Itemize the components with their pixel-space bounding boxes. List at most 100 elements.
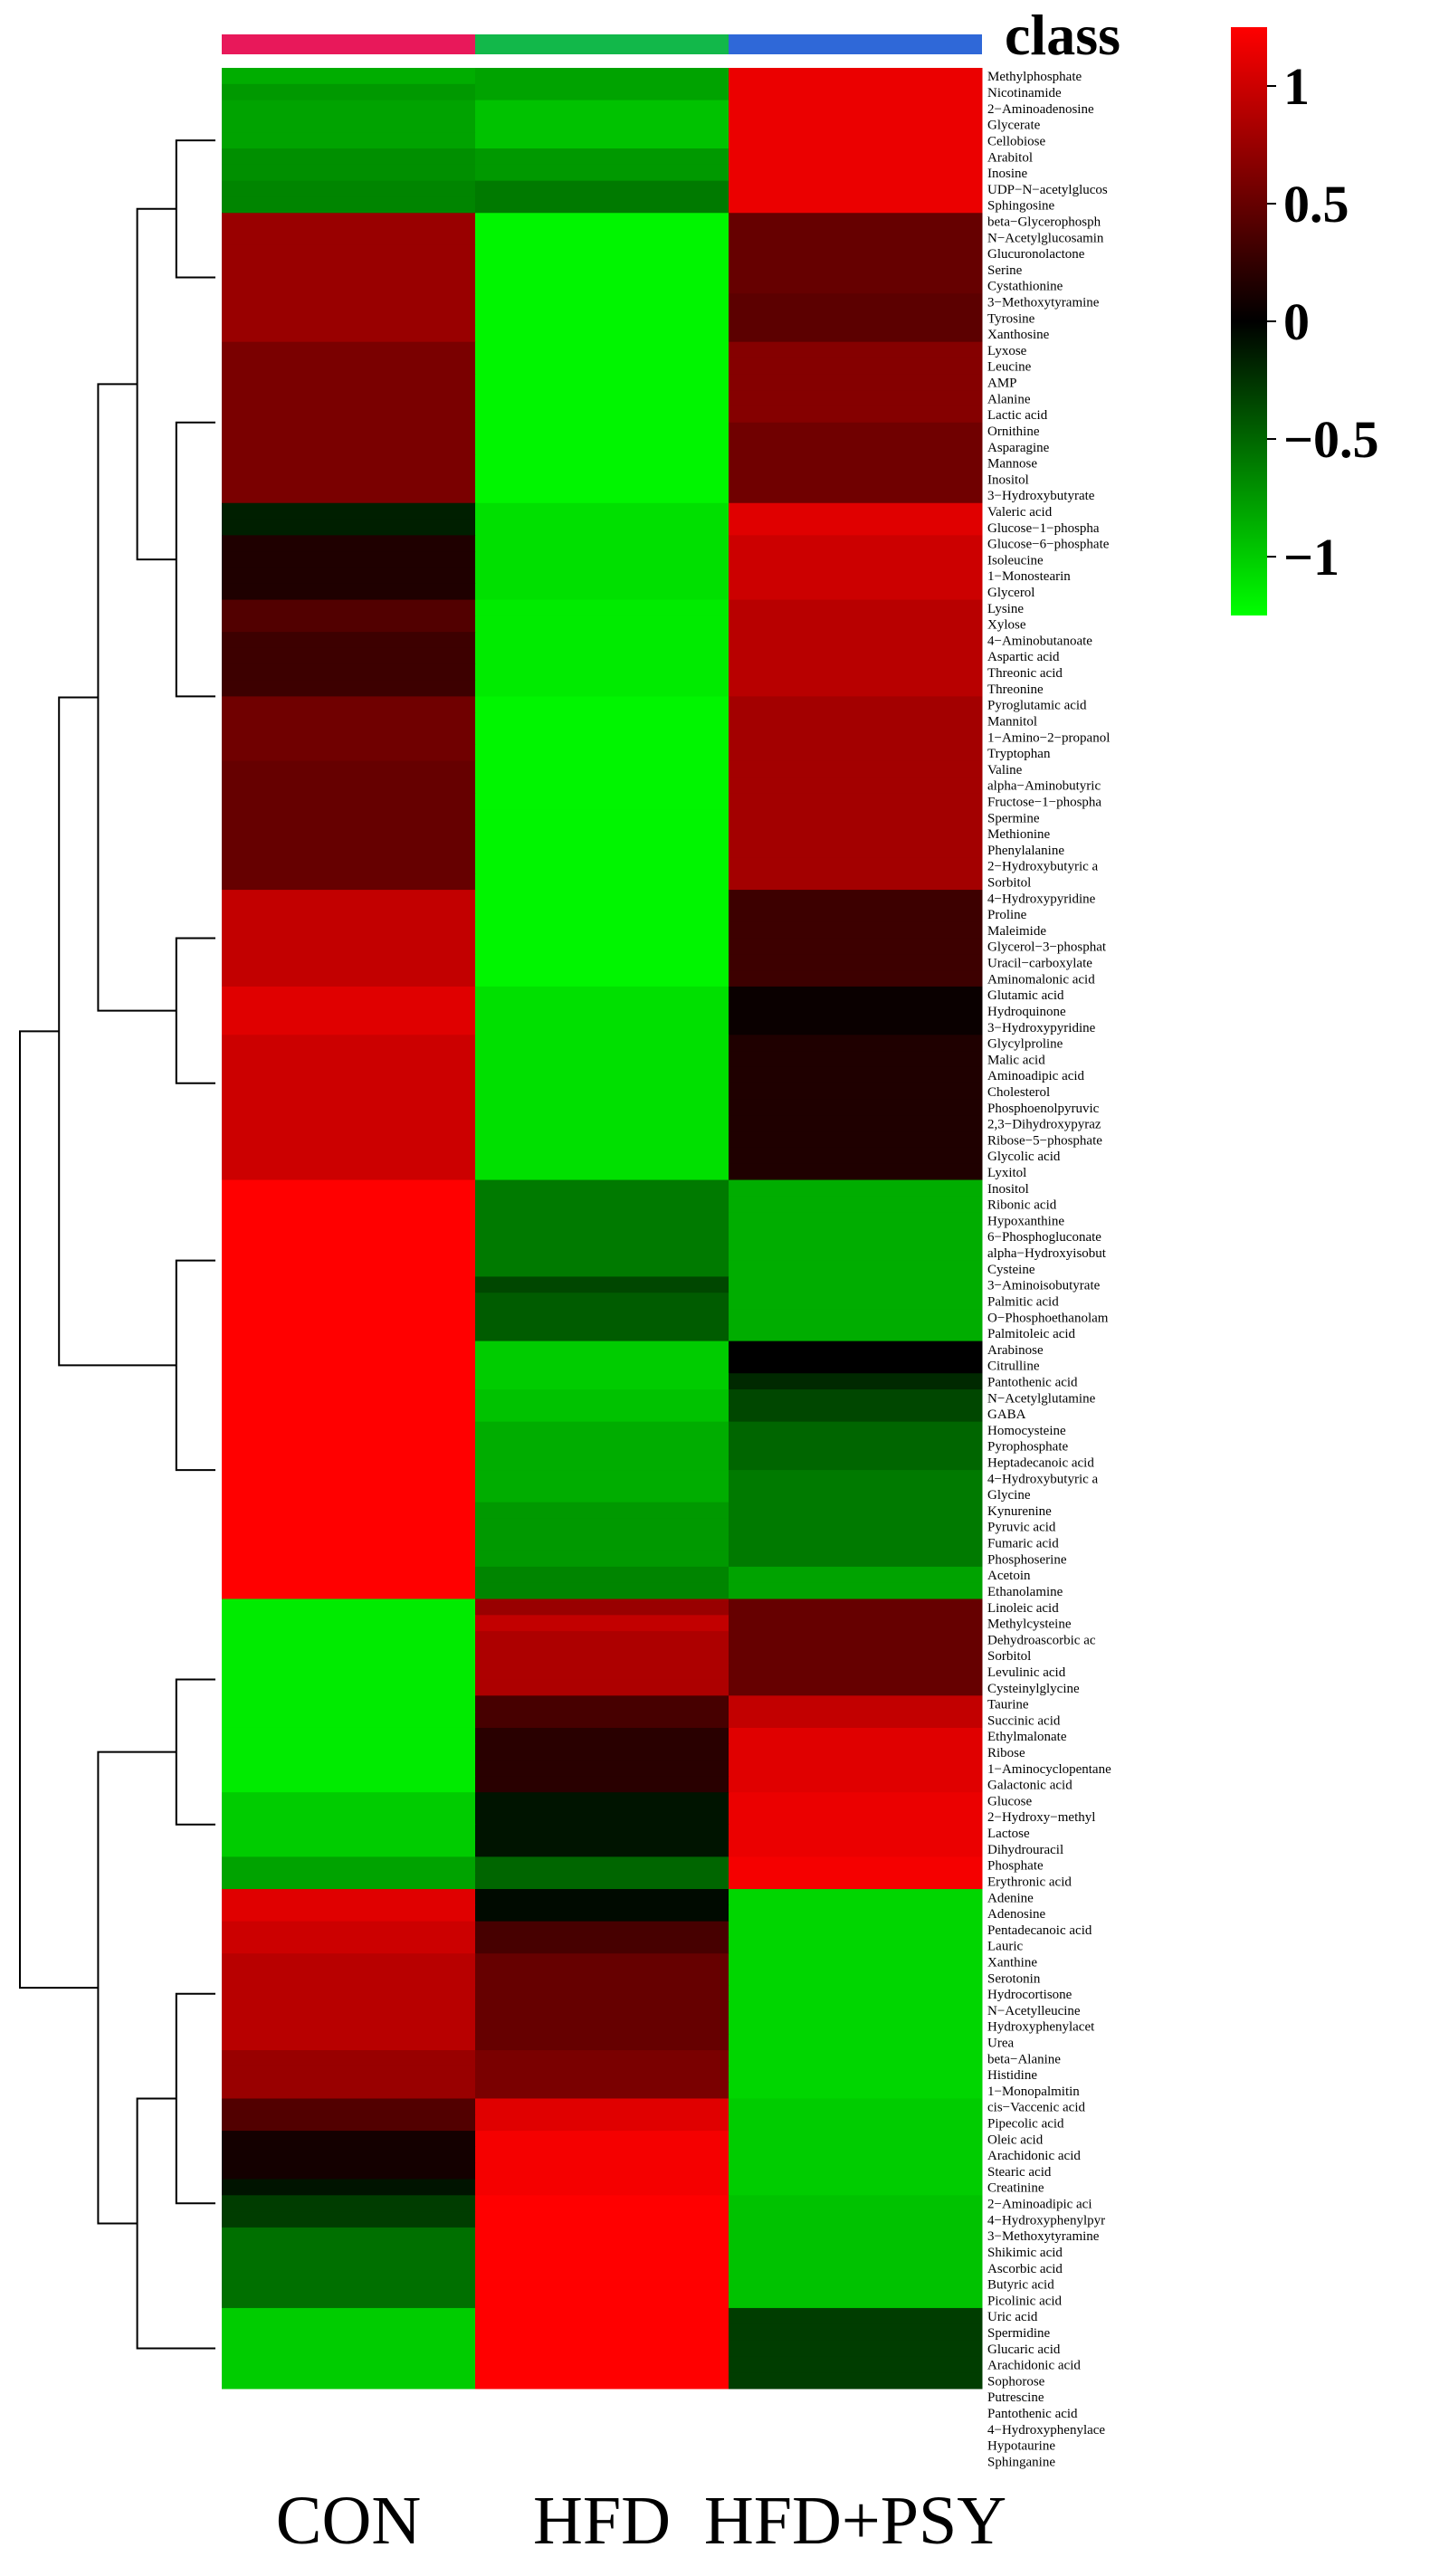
heatmap-cell [729, 1760, 983, 1777]
row-label: Nicotinamide [987, 86, 1062, 100]
row-label: alpha−Aminobutyric [987, 779, 1101, 794]
row-label: Dehydroascorbic ac [987, 1633, 1096, 1647]
heatmap-cell [222, 116, 476, 133]
heatmap-cell [222, 2356, 476, 2373]
heatmap-cell [729, 857, 983, 874]
dendrogram-branch [175, 1259, 215, 1472]
heatmap-cell [475, 1792, 729, 1809]
heatmap-cell [222, 277, 476, 294]
heatmap-cell [222, 777, 476, 794]
heatmap-cell [729, 696, 983, 713]
heatmap-cell [475, 83, 729, 101]
heatmap-cell [475, 1276, 729, 1293]
heatmap-cell [222, 1131, 476, 1149]
heatmap-cell [475, 2292, 729, 2309]
row-label: Sphinganine [987, 2455, 1055, 2469]
heatmap-cell [729, 599, 983, 616]
class-legend-title: class [1005, 3, 1120, 67]
heatmap-cell [222, 1324, 476, 1342]
heatmap-cell [475, 825, 729, 843]
heatmap-cell [729, 744, 983, 762]
row-label: 2−Hydroxybutyric a [987, 860, 1099, 874]
heatmap-cell [729, 1244, 983, 1262]
row-label: Asparagine [987, 441, 1050, 455]
heatmap-cell [222, 358, 476, 375]
heatmap-cell [222, 2162, 476, 2180]
heatmap-cell [222, 519, 476, 536]
heatmap-cell [475, 1937, 729, 1954]
heatmap-cell [729, 1889, 983, 1906]
heatmap-cell [222, 1485, 476, 1503]
heatmap-cell [475, 1518, 729, 1535]
heatmap-cell [222, 567, 476, 585]
row-label: Arabinose [987, 1343, 1044, 1358]
row-label: Tryptophan [987, 747, 1051, 761]
heatmap-cell [729, 1550, 983, 1568]
heatmap-cell [222, 2034, 476, 2051]
row-label: Phosphate [987, 1859, 1044, 1874]
heatmap-cell [222, 1099, 476, 1116]
heatmap-cell [475, 502, 729, 520]
heatmap-cell [475, 970, 729, 987]
row-label: Valine [987, 763, 1023, 778]
heatmap-cell [475, 325, 729, 343]
heatmap-cell [729, 535, 983, 552]
heatmap-cell [729, 358, 983, 375]
row-label: Shikimic acid [987, 2246, 1063, 2260]
heatmap-cell [729, 841, 983, 858]
heatmap-cell [475, 100, 729, 117]
row-label: 4−Hydroxybutyric a [987, 1472, 1099, 1486]
row-label: Ribose [987, 1746, 1025, 1760]
heatmap-cell [475, 599, 729, 616]
heatmap-cell [475, 229, 729, 246]
heatmap-cell [729, 938, 983, 955]
heatmap-cell [729, 341, 983, 358]
heatmap-cell [222, 1712, 476, 1729]
row-label: Aminoadipic acid [987, 1069, 1085, 1083]
heatmap-cell [222, 100, 476, 117]
heatmap-cell [475, 583, 729, 601]
heatmap-cell [729, 2356, 983, 2373]
heatmap-cell [475, 841, 729, 858]
row-label: 1−Monostearin [987, 569, 1071, 584]
heatmap-cell [475, 1712, 729, 1729]
row-label: Methylcysteine [987, 1617, 1072, 1632]
heatmap-cell [729, 1792, 983, 1809]
row-label: 2,3−Dihydroxypyraz [987, 1118, 1101, 1132]
heatmap-cell [222, 2292, 476, 2309]
heatmap-cell [475, 1727, 729, 1745]
row-dendrogram [19, 139, 215, 2350]
heatmap-cell [729, 1196, 983, 1213]
heatmap-cell [475, 2259, 729, 2276]
row-label: Ascorbic acid [987, 2262, 1063, 2276]
heatmap-cell [475, 857, 729, 874]
heatmap-cell [222, 2275, 476, 2293]
heatmap-cell [729, 2034, 983, 2051]
row-label: N−Acetylglutamine [987, 1391, 1096, 1406]
heatmap-cell [222, 148, 476, 166]
heatmap-cell [729, 2259, 983, 2276]
row-label: Taurine [987, 1698, 1029, 1713]
class-bar-1 [475, 34, 729, 54]
heatmap-cell [729, 2340, 983, 2357]
dendrogram-branch [175, 937, 215, 1084]
row-label: Hydrocortisone [987, 1988, 1072, 2002]
heatmap-cell [475, 1840, 729, 1857]
row-label: Palmitoleic acid [987, 1327, 1076, 1341]
heatmap-cell [729, 632, 983, 649]
heatmap-cell [475, 793, 729, 810]
row-label: Glycerol [987, 586, 1034, 600]
heatmap-cell [475, 2162, 729, 2180]
heatmap-cell [222, 921, 476, 939]
heatmap-cell [475, 2179, 729, 2196]
heatmap-cell [222, 2259, 476, 2276]
heatmap-cell [729, 2146, 983, 2164]
row-label: Putrescine [987, 2390, 1044, 2405]
row-label: Mannose [987, 457, 1037, 472]
row-label: Sorbitol [987, 876, 1031, 891]
heatmap-cell [475, 1196, 729, 1213]
heatmap-cell [222, 1824, 476, 1842]
heatmap-cell [729, 2307, 983, 2325]
heatmap-cell [475, 1921, 729, 1938]
row-label: Cellobiose [987, 134, 1046, 148]
